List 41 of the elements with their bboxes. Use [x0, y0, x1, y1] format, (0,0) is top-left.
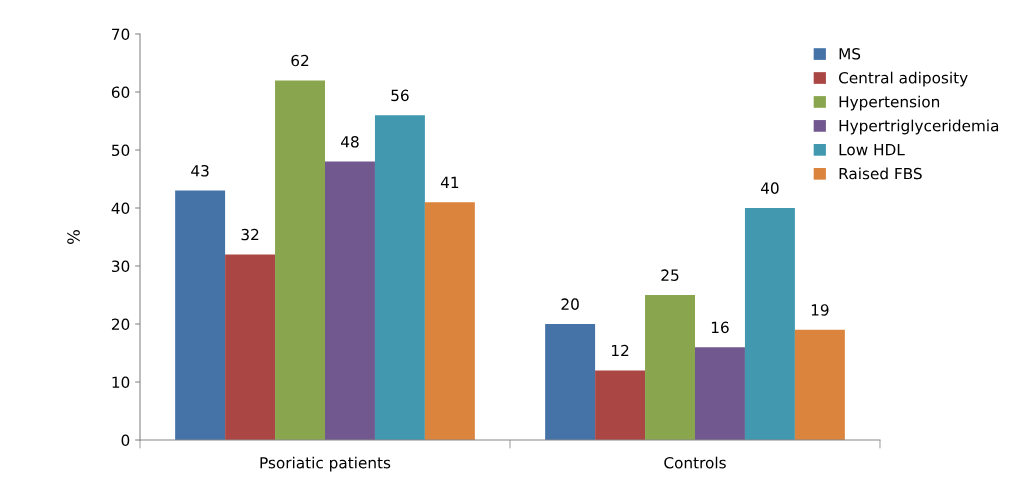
bar [794, 329, 845, 440]
y-axis-title: % [67, 230, 80, 244]
y-tick-label: 70 [112, 28, 130, 41]
data-label: 40 [760, 182, 779, 194]
y-tick-label: 50 [112, 144, 130, 157]
data-label: 48 [341, 135, 359, 148]
legend-label: Central adiposity [838, 71, 968, 87]
data-label: 41 [440, 176, 459, 188]
bar [275, 80, 325, 440]
legend-label: Low HDL [839, 144, 905, 156]
bar [374, 115, 425, 440]
bar [545, 324, 596, 440]
y-tick-label: 0 [121, 434, 130, 447]
y-tick-label: 30 [112, 260, 130, 273]
data-label: 25 [661, 269, 679, 281]
bar [595, 370, 646, 440]
data-label: 16 [711, 321, 729, 334]
y-tick-label: 60 [111, 86, 130, 99]
data-label: 56 [391, 89, 409, 102]
bar [645, 295, 695, 440]
x-tick-label: Controls [664, 456, 726, 469]
bar [744, 208, 795, 440]
bar [175, 190, 226, 440]
data-label: 20 [561, 298, 579, 310]
bar [424, 202, 475, 440]
data-label: 19 [811, 304, 829, 316]
data-label: 12 [612, 344, 629, 357]
legend-label: Hypertension [839, 95, 940, 111]
legend-label: Raised FBS [839, 167, 922, 180]
data-label: 43 [191, 164, 209, 177]
y-tick-label: 10 [112, 376, 130, 389]
bar [695, 347, 745, 440]
data-label: 32 [241, 228, 259, 241]
x-tick-label: Psoriatic patients [260, 456, 391, 472]
y-tick-label: 40 [111, 202, 130, 215]
data-label: 62 [291, 54, 309, 67]
bar [225, 254, 276, 440]
legend-label: Hypertriglyceridemia [839, 119, 999, 135]
y-tick-label: 20 [111, 318, 130, 331]
bar [325, 161, 375, 440]
legend-label: MS [839, 48, 861, 60]
